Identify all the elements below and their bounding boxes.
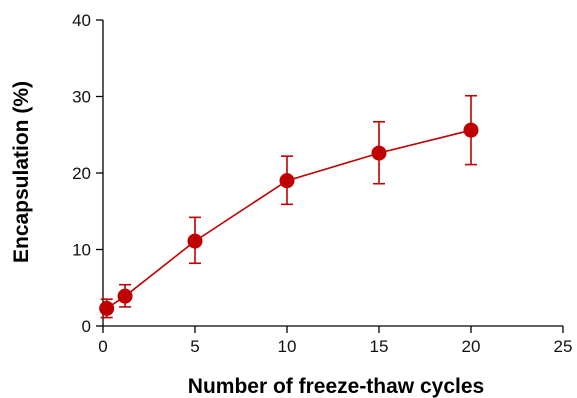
y-tick-label: 30 — [72, 88, 91, 107]
series-layer — [99, 94, 479, 319]
data-point — [279, 173, 295, 189]
y-tick-label: 10 — [72, 241, 91, 260]
x-tick-label: 20 — [462, 337, 481, 356]
x-axis-label: Number of freeze-thaw cycles — [188, 375, 484, 398]
x-tick-label: 10 — [278, 337, 297, 356]
y-axis-label: Encapsulation (%) — [10, 81, 33, 263]
data-point — [99, 300, 115, 316]
x-tick-label: 15 — [370, 337, 389, 356]
ticks: 0 10 20 30 40 0 5 10 15 20 25 — [72, 11, 572, 356]
axes — [102, 20, 563, 327]
x-tick-label: 5 — [190, 337, 199, 356]
y-tick-label: 20 — [72, 164, 91, 183]
y-tick-label: 40 — [72, 11, 91, 30]
data-point — [117, 288, 133, 304]
y-tick-label: 0 — [82, 317, 91, 336]
x-tick-label: 0 — [98, 337, 107, 356]
data-point — [187, 233, 203, 249]
data-point — [463, 122, 479, 138]
data-point — [371, 145, 387, 161]
x-tick-label: 25 — [554, 337, 573, 356]
